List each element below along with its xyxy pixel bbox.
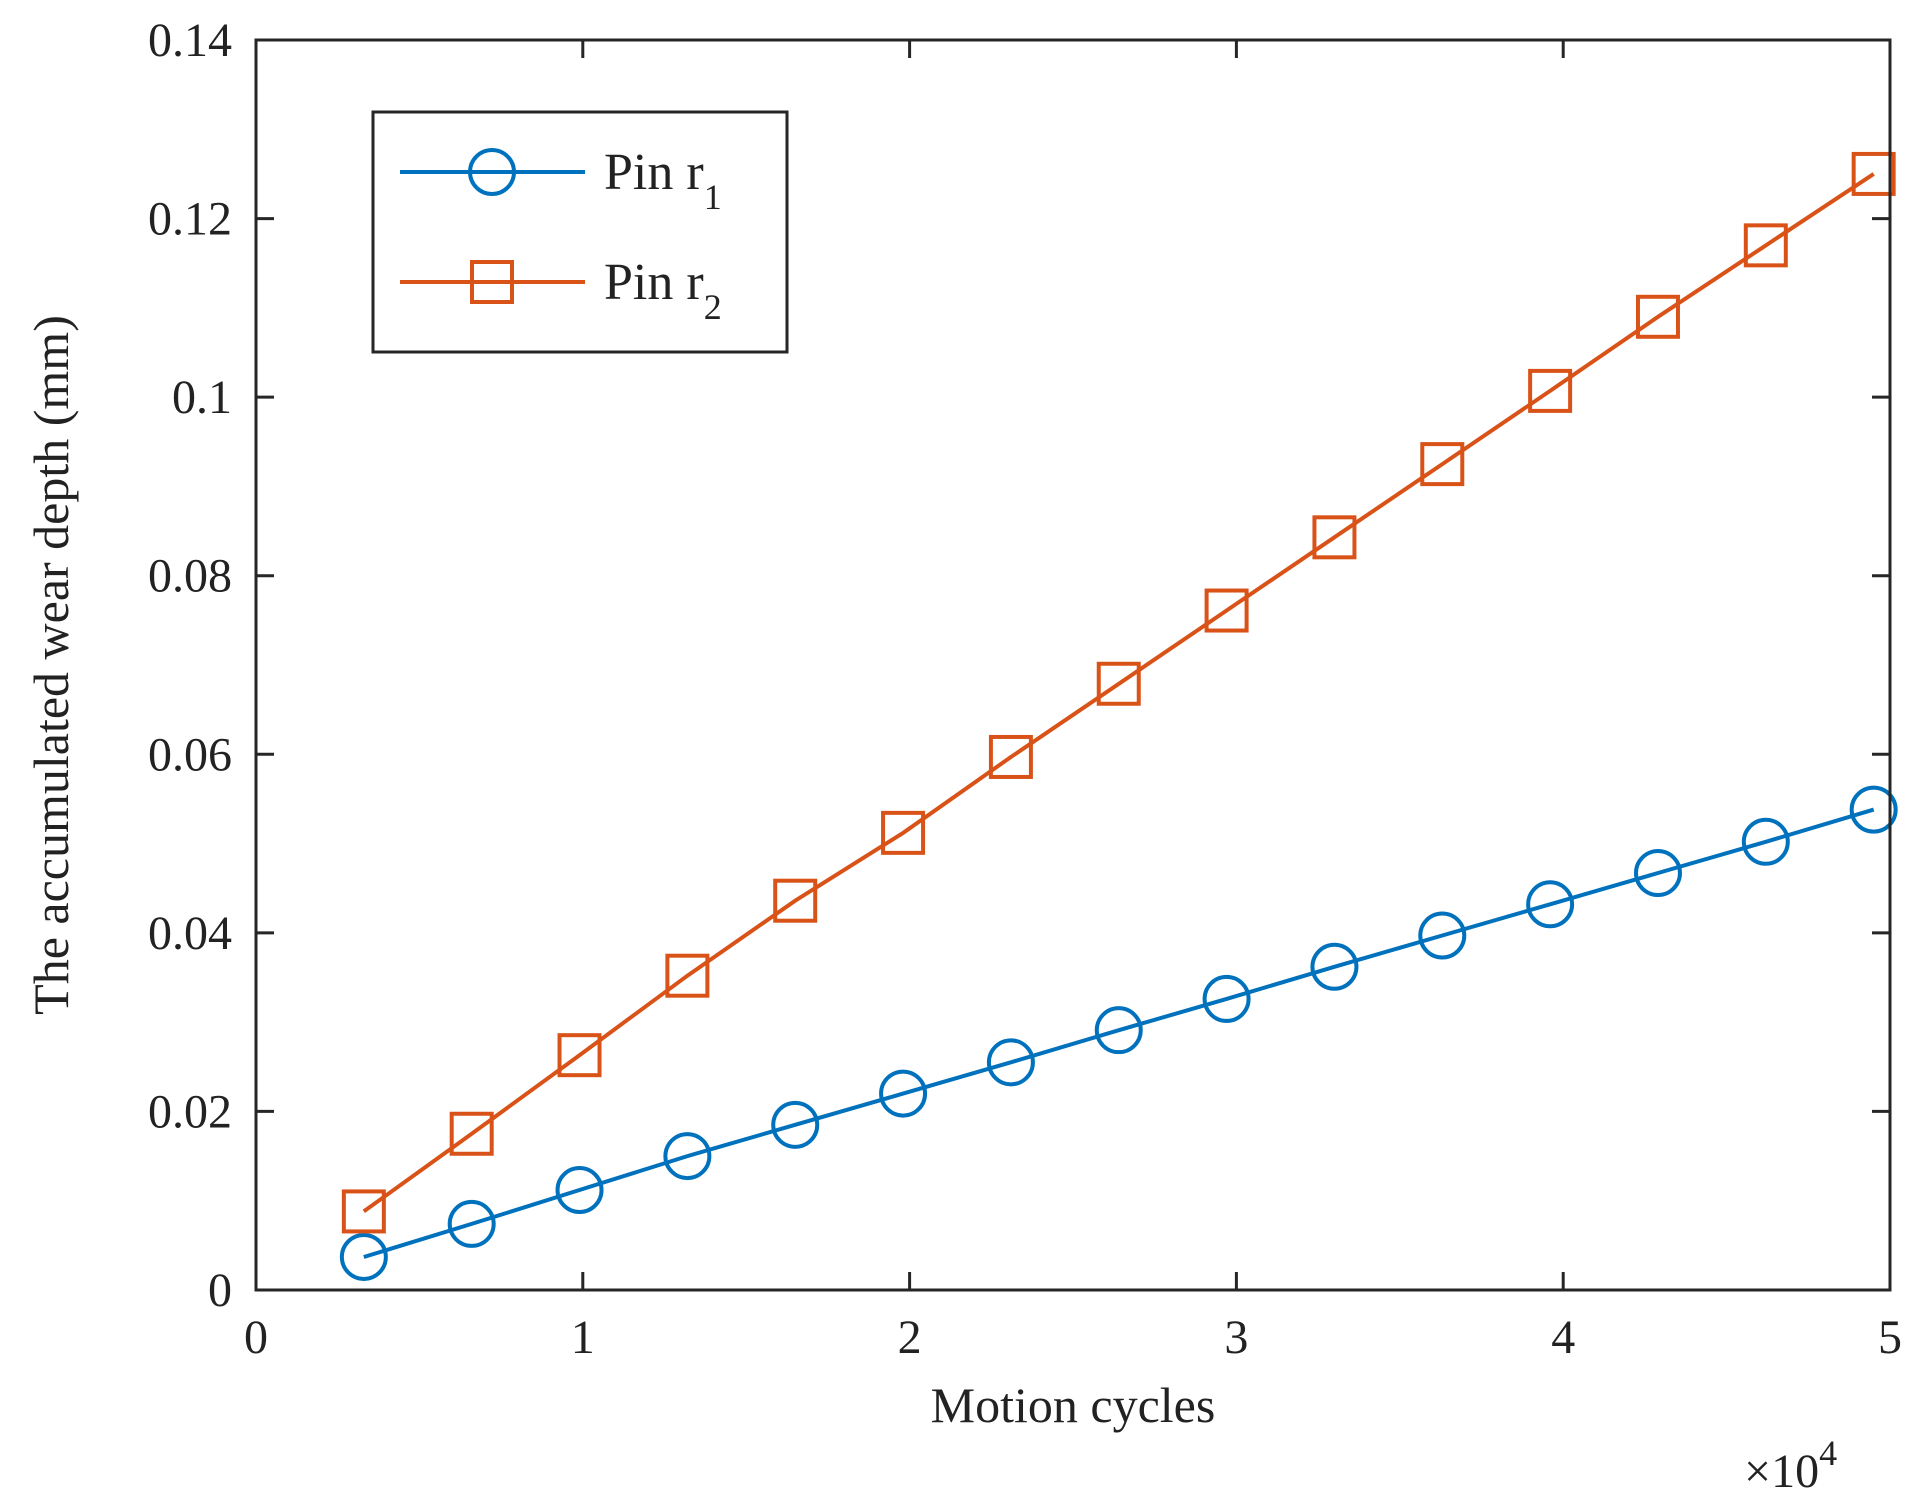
data-point-pin-r1 bbox=[1526, 880, 1575, 929]
data-point-pin-r2 bbox=[557, 1033, 602, 1078]
y-tick-label: 0.02 bbox=[148, 1085, 232, 1138]
axis-ticks: 0 1 2 3 4 5 0 0.02 0.04 0.06 0.08 0.1 0.12 0.14 bbox=[148, 14, 1902, 1364]
legend-label-text: Pin r bbox=[604, 144, 704, 201]
x-tick-label: 3 bbox=[1224, 1311, 1248, 1364]
data-point-pin-r2 bbox=[988, 734, 1033, 779]
data-point-pin-r1 bbox=[447, 1199, 496, 1248]
data-point-pin-r2 bbox=[1204, 588, 1249, 633]
data-point-pin-r1 bbox=[1202, 974, 1251, 1023]
data-point-pin-r2 bbox=[881, 810, 926, 855]
data-point-pin-r1 bbox=[1741, 817, 1790, 866]
y-tick-label: 0 bbox=[208, 1264, 232, 1317]
series-pin-r2 bbox=[341, 151, 1896, 1234]
data-point-pin-r2 bbox=[1420, 442, 1465, 487]
data-point-pin-r2 bbox=[1851, 151, 1896, 196]
data-point-pin-r1 bbox=[1310, 942, 1359, 991]
x-axis-multiplier-exponent: 4 bbox=[1819, 1433, 1837, 1473]
y-axis-label: The accumulated wear depth (mm) bbox=[23, 315, 79, 1015]
y-tick-label: 0.08 bbox=[148, 550, 232, 603]
series-line-pin-r1 bbox=[363, 807, 1875, 1259]
plot-area-frame bbox=[254, 38, 1892, 1292]
y-tick-label: 0.06 bbox=[148, 728, 232, 781]
x-tick-label: 5 bbox=[1878, 1311, 1902, 1364]
data-point-pin-r2 bbox=[665, 953, 710, 998]
legend-entry-pin-r2: Pin r2 bbox=[400, 254, 722, 327]
y-tick-label: 0.12 bbox=[148, 193, 232, 246]
data-point-pin-r1 bbox=[771, 1100, 820, 1149]
data-point-pin-r2 bbox=[341, 1189, 386, 1234]
series-layer bbox=[339, 151, 1898, 1281]
data-point-pin-r2 bbox=[1635, 294, 1680, 339]
legend-label: Pin r2 bbox=[604, 254, 722, 327]
data-point-pin-r1 bbox=[555, 1166, 604, 1214]
x-tick-label: 1 bbox=[571, 1311, 595, 1364]
legend-entry-pin-r1: Pin r1 bbox=[400, 144, 722, 217]
data-point-pin-r1 bbox=[1418, 911, 1467, 960]
legend-label-text: Pin r bbox=[604, 254, 704, 311]
legend-label: Pin r1 bbox=[604, 144, 722, 217]
series-line-pin-r2 bbox=[362, 172, 1875, 1214]
x-tick-label: 2 bbox=[898, 1311, 922, 1364]
data-point-pin-r1 bbox=[1633, 849, 1682, 898]
data-point-pin-r1 bbox=[986, 1038, 1035, 1087]
x-tick-label: 4 bbox=[1551, 1311, 1575, 1364]
legend-label-subscript: 1 bbox=[704, 177, 722, 217]
x-axis-multiplier-base: ×10 bbox=[1744, 1445, 1819, 1498]
data-point-pin-r2 bbox=[1528, 368, 1573, 413]
y-tick-label: 0.04 bbox=[148, 907, 232, 960]
x-axis-label: Motion cycles bbox=[931, 1377, 1216, 1433]
data-point-pin-r2 bbox=[1743, 223, 1788, 268]
y-tick-label: 0.1 bbox=[172, 371, 232, 424]
legend-marker-circle bbox=[468, 148, 516, 196]
legend-marker-square bbox=[470, 260, 514, 304]
data-point-pin-r1 bbox=[663, 1132, 712, 1181]
data-point-pin-r2 bbox=[773, 878, 818, 923]
data-point-pin-r1 bbox=[1849, 785, 1898, 834]
data-point-pin-r2 bbox=[449, 1111, 494, 1156]
data-point-pin-r1 bbox=[339, 1232, 388, 1281]
data-point-pin-r1 bbox=[1094, 1006, 1143, 1055]
legend-box bbox=[371, 110, 789, 354]
legend-label-subscript: 2 bbox=[704, 287, 722, 327]
data-point-pin-r2 bbox=[1096, 661, 1141, 706]
data-point-pin-r1 bbox=[879, 1069, 928, 1118]
series-pin-r1 bbox=[339, 785, 1898, 1281]
x-tick-label: 0 bbox=[244, 1311, 268, 1364]
x-axis-multiplier: ×104 bbox=[1744, 1433, 1837, 1498]
y-tick-label: 0.14 bbox=[148, 14, 232, 67]
data-point-pin-r2 bbox=[1312, 515, 1357, 560]
